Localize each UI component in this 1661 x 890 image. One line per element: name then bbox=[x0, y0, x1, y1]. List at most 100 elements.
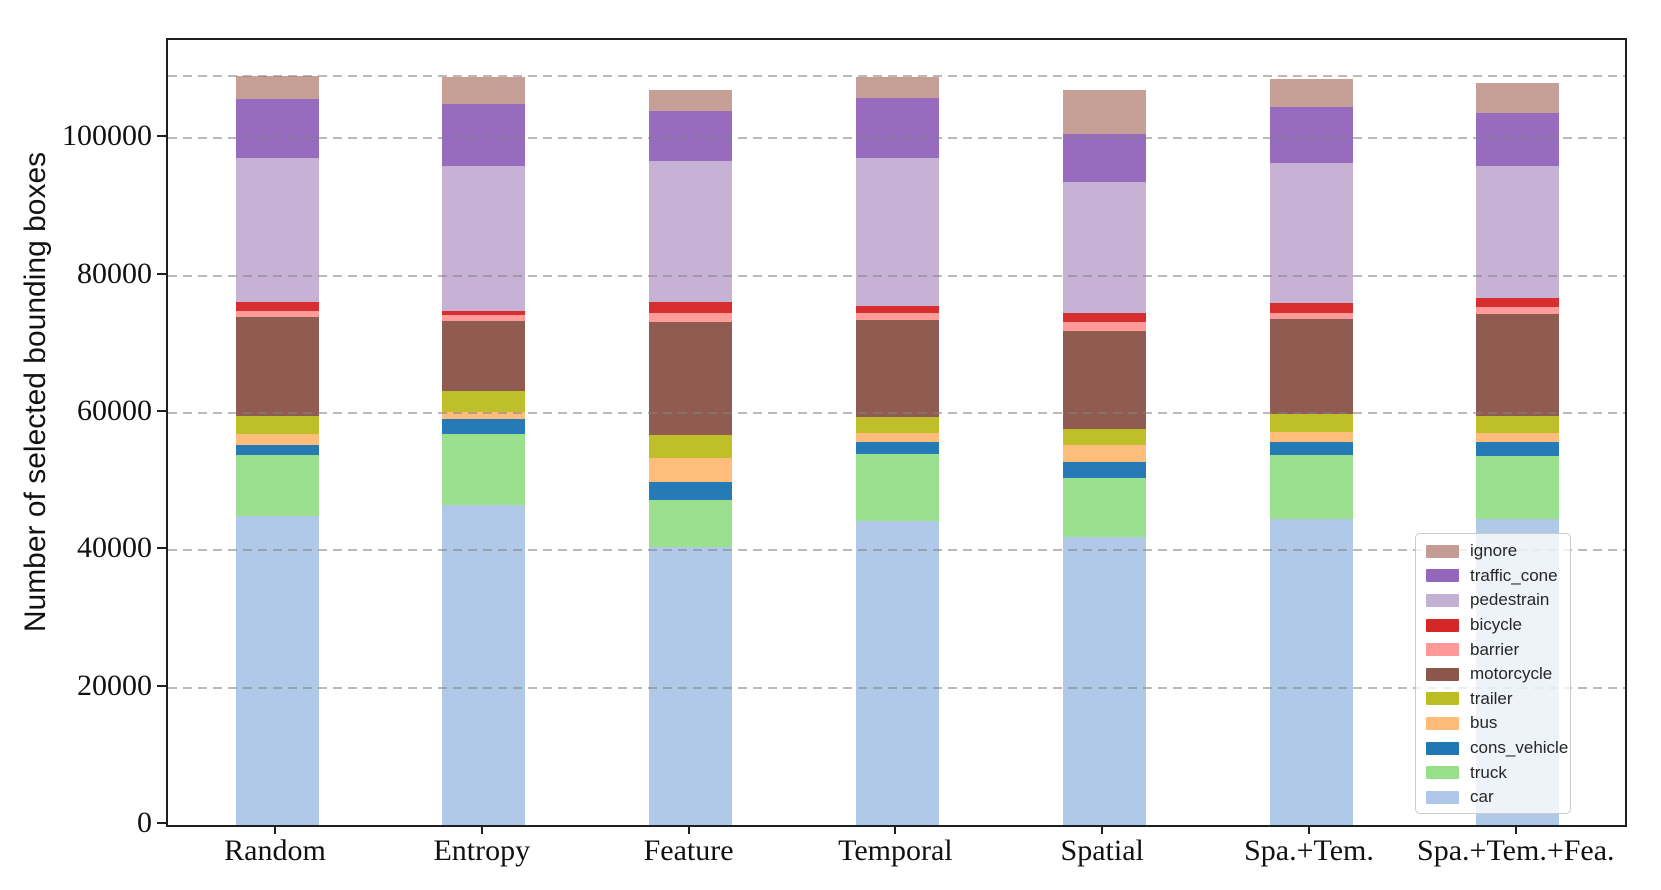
bar-segment-pedestrain bbox=[1269, 162, 1353, 304]
bar-segment-trailer bbox=[1269, 414, 1353, 433]
bar-segment-ignore bbox=[442, 77, 526, 105]
legend-label: traffic_cone bbox=[1470, 565, 1558, 585]
bar-segment-cons_vehicle bbox=[855, 441, 939, 455]
y-tick-mark bbox=[157, 409, 166, 412]
bar-segment-bicycle bbox=[442, 310, 526, 316]
x-tick-label-Random: Random bbox=[224, 834, 326, 867]
legend-label: truck bbox=[1470, 762, 1507, 782]
bar-Spa.+Tem. bbox=[1269, 40, 1353, 825]
legend-label: bicycle bbox=[1470, 615, 1522, 635]
bar-segment-traffic_cone bbox=[235, 99, 319, 159]
bar-segment-truck bbox=[1476, 455, 1560, 519]
bar-Entropy bbox=[442, 40, 526, 825]
bar-segment-pedestrain bbox=[235, 158, 319, 303]
bar-segment-ignore bbox=[1269, 79, 1353, 108]
legend-label: pedestrain bbox=[1470, 590, 1550, 610]
bar-segment-bus bbox=[1476, 432, 1560, 443]
bar-segment-traffic_cone bbox=[1062, 134, 1146, 183]
bar-segment-cons_vehicle bbox=[1269, 441, 1353, 456]
bar-segment-motorcycle bbox=[442, 320, 526, 391]
legend-entry-cons_vehicle: cons_vehicle bbox=[1416, 736, 1570, 761]
bar-segment-trailer bbox=[855, 417, 939, 433]
bar-segment-traffic_cone bbox=[1269, 107, 1353, 163]
bar-Temporal bbox=[855, 40, 939, 825]
bar-segment-pedestrain bbox=[442, 165, 526, 311]
bar-segment-pedestrain bbox=[855, 158, 939, 307]
legend-label: bus bbox=[1470, 713, 1498, 733]
x-tick-mark bbox=[274, 825, 276, 834]
legend-swatch-cons_vehicle bbox=[1426, 741, 1459, 755]
bar-segment-bus bbox=[1062, 444, 1146, 462]
legend-entry-motorcycle: motorcycle bbox=[1416, 662, 1570, 687]
bar-segment-car bbox=[1269, 519, 1353, 825]
bar-segment-barrier bbox=[235, 310, 319, 318]
legend-entry-bus: bus bbox=[1416, 711, 1570, 736]
x-tick-mark bbox=[687, 825, 690, 834]
y-tick-label: 60000 bbox=[77, 393, 152, 427]
bar-segment-ignore bbox=[1062, 90, 1146, 135]
legend-entry-car: car bbox=[1416, 785, 1570, 810]
bar-segment-car bbox=[442, 505, 526, 825]
bar-Feature bbox=[649, 40, 733, 825]
bar-segment-traffic_cone bbox=[1476, 112, 1560, 166]
bar-segment-bicycle bbox=[1062, 312, 1146, 323]
bar-segment-bus bbox=[855, 432, 939, 442]
y-tick-label: 0 bbox=[137, 806, 152, 839]
bar-segment-motorcycle bbox=[235, 317, 319, 416]
bar-segment-car bbox=[1062, 536, 1146, 825]
bar-segment-cons_vehicle bbox=[1062, 461, 1146, 479]
legend-swatch-pedestrain bbox=[1426, 593, 1459, 607]
legend-entry-pedestrain: pedestrain bbox=[1416, 588, 1570, 613]
y-tick-label: 80000 bbox=[77, 256, 152, 290]
bar-segment-motorcycle bbox=[1062, 330, 1146, 430]
y-tick-label: 20000 bbox=[77, 668, 152, 702]
legend-entry-ignore: ignore bbox=[1416, 539, 1570, 564]
plot-area bbox=[166, 38, 1627, 827]
legend-swatch-traffic_cone bbox=[1426, 569, 1459, 583]
y-tick-mark bbox=[157, 822, 166, 824]
bar-segment-barrier bbox=[442, 315, 526, 321]
bar-segment-car bbox=[235, 515, 319, 825]
bar-segment-traffic_cone bbox=[442, 104, 526, 166]
legend-swatch-motorcycle bbox=[1426, 667, 1459, 681]
legend-label: barrier bbox=[1470, 639, 1520, 659]
legend-swatch-barrier bbox=[1426, 643, 1459, 657]
bar-segment-cons_vehicle bbox=[649, 481, 733, 501]
x-tick-mark bbox=[480, 825, 483, 834]
bar-Spatial bbox=[1062, 40, 1146, 825]
bar-segment-traffic_cone bbox=[649, 111, 733, 161]
legend-swatch-truck bbox=[1426, 766, 1459, 780]
bar-segment-motorcycle bbox=[855, 319, 939, 418]
legend-swatch-ignore bbox=[1426, 544, 1459, 558]
bar-segment-ignore bbox=[1476, 83, 1560, 113]
legend-entry-traffic_cone: traffic_cone bbox=[1416, 564, 1570, 589]
legend-swatch-bicycle bbox=[1426, 618, 1459, 632]
legend-swatch-trailer bbox=[1426, 692, 1459, 706]
x-tick-label-Entropy: Entropy bbox=[433, 834, 531, 867]
bar-segment-ignore bbox=[235, 76, 319, 100]
bar-segment-trailer bbox=[1476, 415, 1560, 433]
bar-segment-bus bbox=[1269, 432, 1353, 442]
legend-entry-barrier: barrier bbox=[1416, 637, 1570, 662]
bar-segment-truck bbox=[442, 433, 526, 506]
bar-segment-motorcycle bbox=[1476, 314, 1560, 416]
legend-label: motorcycle bbox=[1470, 664, 1553, 684]
y-tick-label: 40000 bbox=[77, 531, 152, 565]
bar-segment-car bbox=[649, 546, 733, 825]
x-tick-label-Feature: Feature bbox=[643, 834, 734, 867]
bar-segment-trailer bbox=[235, 415, 319, 434]
bar-segment-bus bbox=[235, 433, 319, 445]
bar-segment-barrier bbox=[855, 313, 939, 320]
bar-segment-barrier bbox=[1062, 322, 1146, 331]
y-tick-label: 100000 bbox=[62, 119, 152, 153]
x-tick-label-Spatial: Spatial bbox=[1060, 834, 1144, 867]
bar-segment-trailer bbox=[442, 390, 526, 412]
x-tick-label-Temporal: Temporal bbox=[838, 834, 953, 867]
bar-segment-pedestrain bbox=[1062, 182, 1146, 313]
legend-entry-bicycle: bicycle bbox=[1416, 613, 1570, 638]
bar-segment-bus bbox=[649, 458, 733, 482]
bar-segment-bicycle bbox=[235, 302, 319, 311]
bar-Random bbox=[235, 40, 319, 825]
bar-segment-barrier bbox=[649, 312, 733, 323]
